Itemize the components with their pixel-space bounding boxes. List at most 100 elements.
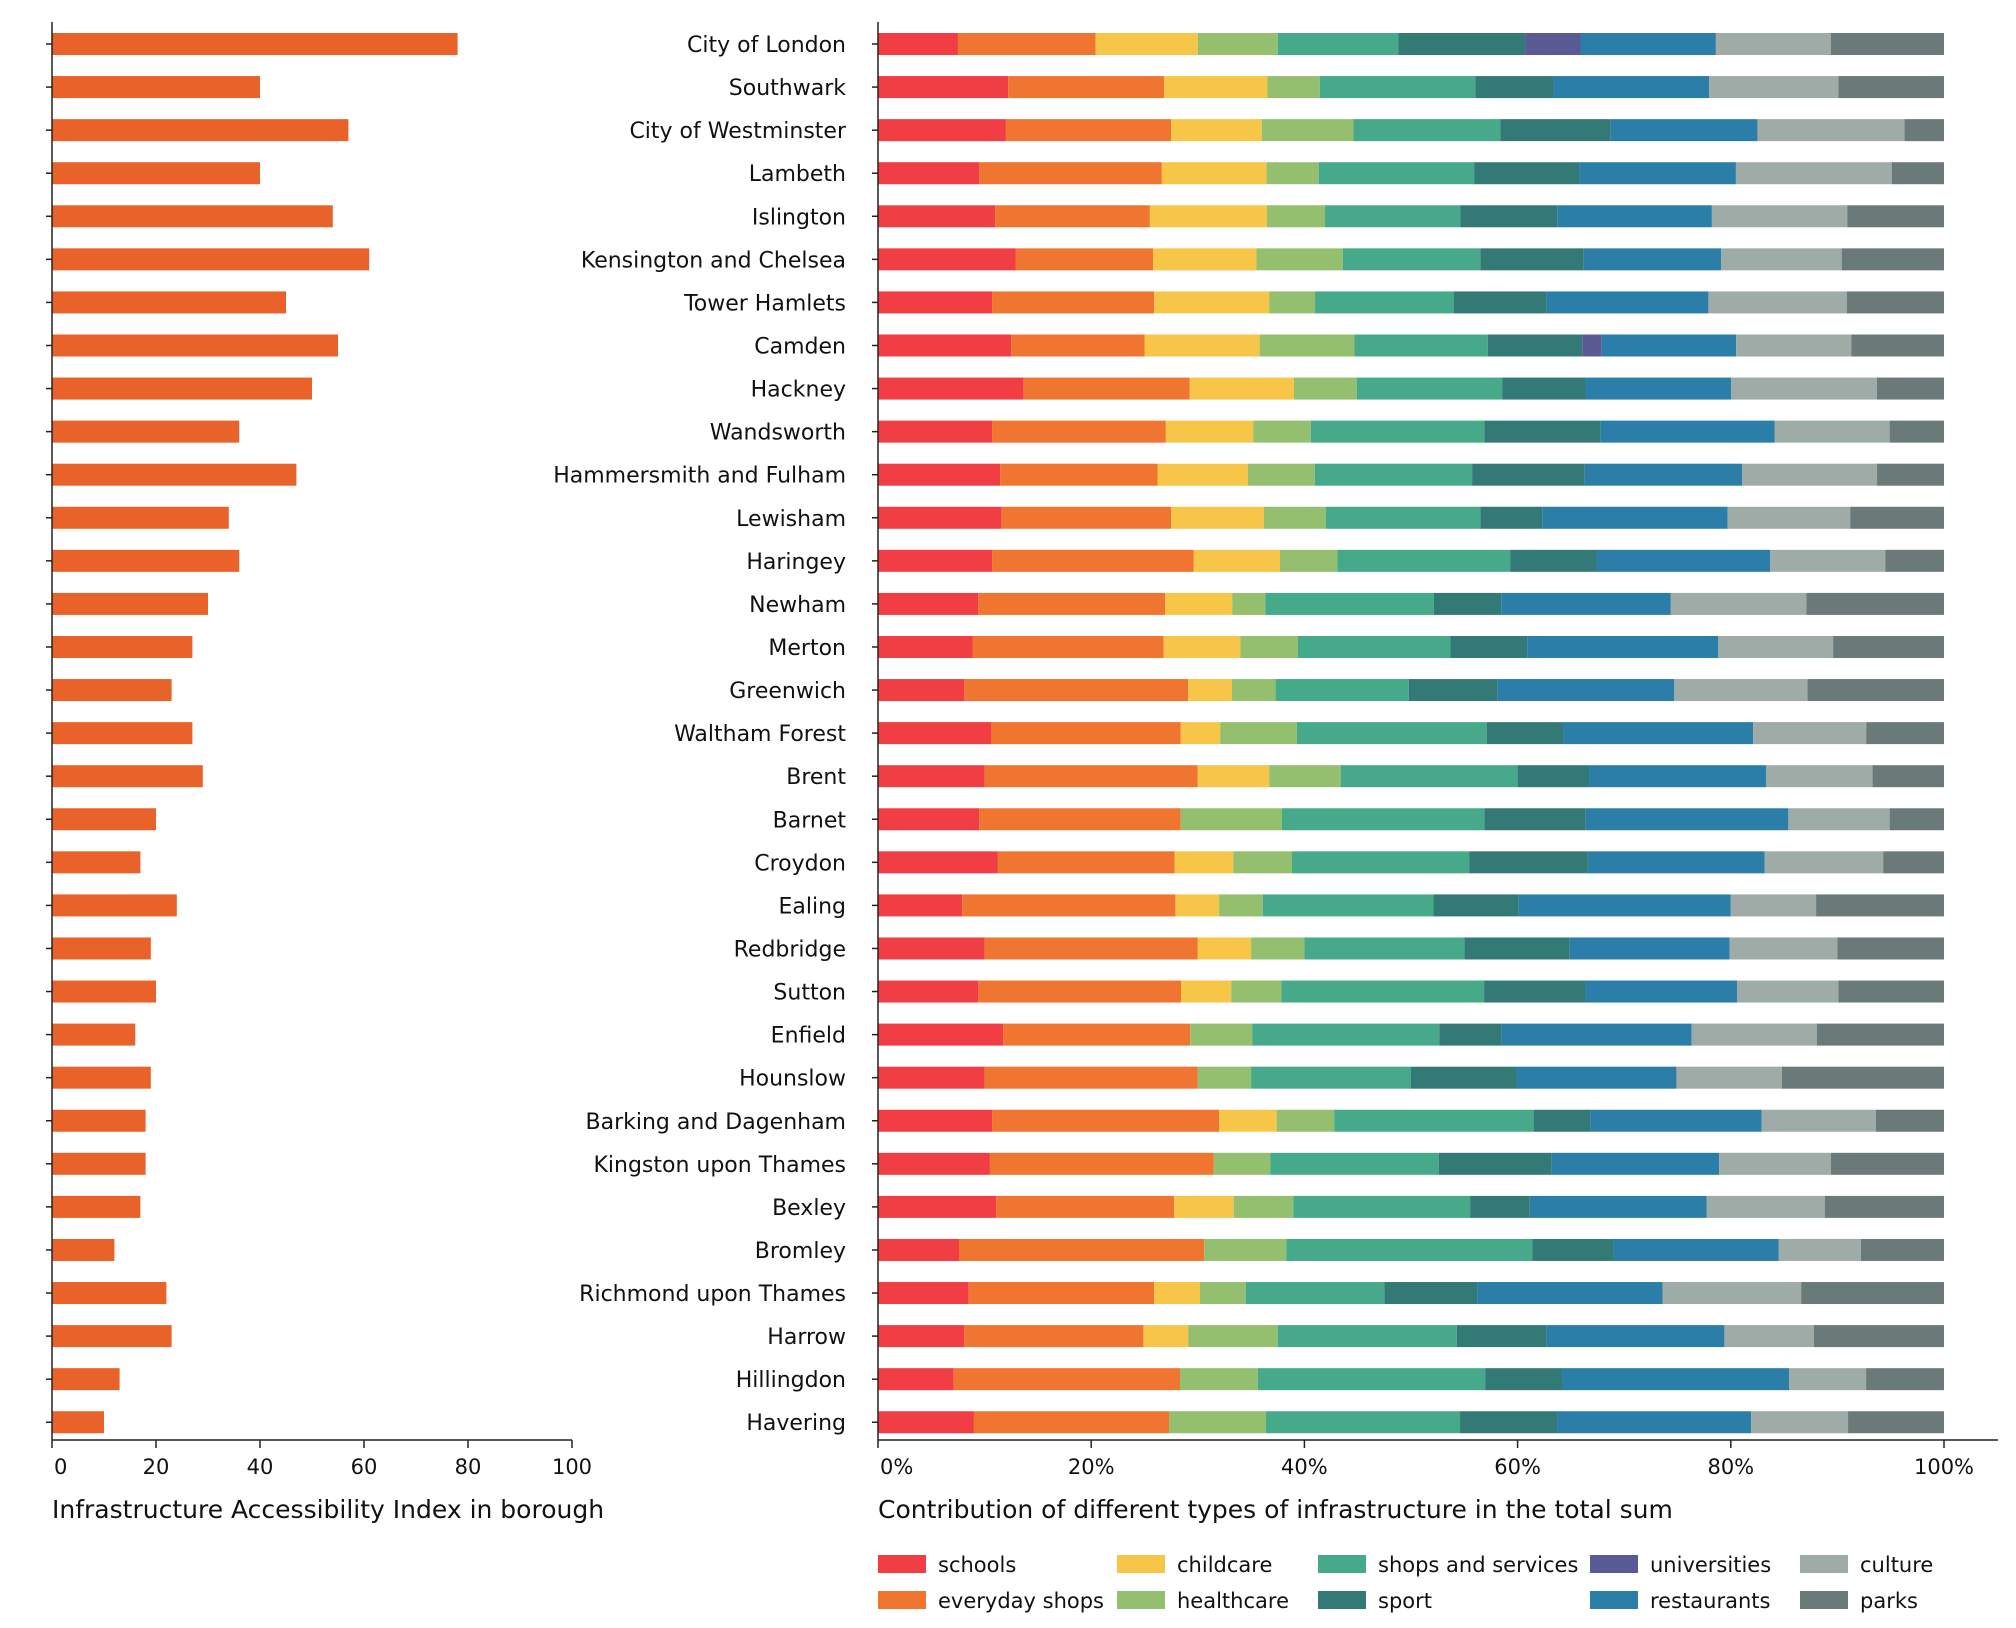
segment-childcare (1144, 334, 1260, 357)
borough-label: Tower Hamlets (683, 291, 846, 316)
contribution-axes: 0% 20% 40% 60% 80% 100% (872, 22, 1998, 1479)
segment-childcare (1197, 765, 1270, 788)
segment-healthcare (1240, 635, 1299, 658)
segment-healthcare (1269, 765, 1341, 788)
segment-restaurants (1596, 549, 1771, 572)
index-bar (52, 1195, 141, 1218)
segment-culture (1735, 162, 1892, 185)
borough-label: Harrow (767, 1325, 846, 1350)
segment-schools (878, 1368, 954, 1391)
borough-label: Richmond upon Thames (579, 1282, 846, 1307)
segment-restaurants (1553, 76, 1710, 99)
segment-shops-and-services (1265, 592, 1434, 615)
index-bar (52, 119, 349, 142)
borough-label: Lambeth (749, 162, 846, 187)
segment-parks (1831, 1152, 1944, 1175)
contribution-x-tick-label: 100% (1914, 1455, 1974, 1479)
segment-healthcare (1247, 463, 1315, 486)
segment-parks (1847, 205, 1944, 228)
segment-schools (878, 420, 993, 443)
segment-healthcare (1267, 205, 1326, 228)
segment-restaurants (1590, 1109, 1762, 1132)
segment-everyday-shops (990, 722, 1181, 745)
index-bar (52, 722, 193, 745)
segment-culture (1736, 334, 1852, 357)
segment-universities (1525, 33, 1581, 55)
segment-parks (1866, 722, 1944, 745)
segment-culture (1670, 592, 1807, 615)
segment-everyday-shops (997, 851, 1175, 874)
borough-label: City of Westminster (629, 119, 847, 144)
segment-sport (1486, 722, 1564, 745)
legend-swatch (878, 1555, 926, 1573)
segment-healthcare (1197, 33, 1278, 55)
index-bar (52, 205, 333, 228)
segment-restaurants (1527, 635, 1719, 658)
segment-restaurants (1600, 420, 1775, 443)
segment-shops-and-services (1286, 1238, 1533, 1261)
segment-sport (1384, 1282, 1478, 1305)
segment-everyday-shops (978, 980, 1182, 1003)
segment-everyday-shops (979, 808, 1181, 831)
index-bar (52, 679, 172, 702)
segment-sport (1472, 463, 1585, 486)
segment-shops-and-services (1277, 33, 1399, 55)
segment-restaurants (1580, 33, 1716, 55)
segment-schools (878, 377, 1024, 400)
segment-parks (1872, 765, 1944, 788)
legend-swatch (1800, 1555, 1848, 1573)
segment-sport (1408, 679, 1498, 702)
legend-label: universities (1650, 1553, 1771, 1577)
segment-childcare (1143, 1325, 1189, 1348)
segment-culture (1721, 248, 1842, 271)
segment-everyday-shops (973, 1411, 1170, 1434)
segment-restaurants (1477, 1282, 1663, 1305)
segment-sport (1470, 1195, 1530, 1218)
segment-childcare (1165, 420, 1254, 443)
segment-sport (1487, 334, 1583, 357)
segment-childcare (1193, 549, 1280, 572)
borough-label: Redbridge (734, 937, 846, 962)
index-bar (52, 1152, 146, 1175)
segment-shops-and-services (1340, 765, 1518, 788)
index-bar (52, 635, 193, 658)
borough-label: Camden (754, 334, 846, 359)
segment-sport (1398, 33, 1526, 55)
index-x-tick-label: 100 (552, 1455, 592, 1479)
segment-childcare (1095, 33, 1198, 55)
legend-label: parks (1860, 1589, 1918, 1613)
segment-childcare (1197, 937, 1252, 960)
segment-healthcare (1267, 76, 1320, 99)
borough-label: Barking and Dagenham (586, 1110, 846, 1135)
borough-label: Hammersmith and Fulham (553, 464, 846, 489)
segment-parks (1876, 377, 1944, 400)
index-bar (52, 937, 151, 960)
segment-childcare (1189, 377, 1294, 400)
segment-schools (878, 463, 1001, 486)
segment-healthcare (1199, 1282, 1246, 1305)
segment-everyday-shops (1005, 119, 1172, 142)
segment-sport (1510, 549, 1597, 572)
segment-parks (1875, 1109, 1944, 1132)
segment-parks (1848, 1411, 1944, 1434)
segment-restaurants (1529, 1195, 1707, 1218)
segment-everyday-shops (1011, 334, 1145, 357)
segment-shops-and-services (1270, 1152, 1439, 1175)
contribution-stacked-bars (878, 33, 1944, 1434)
segment-sport (1433, 592, 1502, 615)
segment-culture (1753, 722, 1867, 745)
segment-everyday-shops (962, 894, 1176, 917)
segment-restaurants (1518, 894, 1731, 917)
segment-parks (1904, 119, 1944, 142)
borough-label: Bromley (755, 1239, 846, 1264)
segment-culture (1789, 1368, 1867, 1391)
segment-parks (1877, 463, 1944, 486)
segment-sport (1500, 119, 1611, 142)
segment-parks (1846, 291, 1944, 314)
legend-swatch (1590, 1591, 1638, 1609)
segment-schools (878, 291, 993, 314)
segment-sport (1433, 894, 1519, 917)
segment-healthcare (1276, 1109, 1335, 1132)
segment-everyday-shops (968, 1282, 1155, 1305)
segment-shops-and-services (1334, 1109, 1534, 1132)
